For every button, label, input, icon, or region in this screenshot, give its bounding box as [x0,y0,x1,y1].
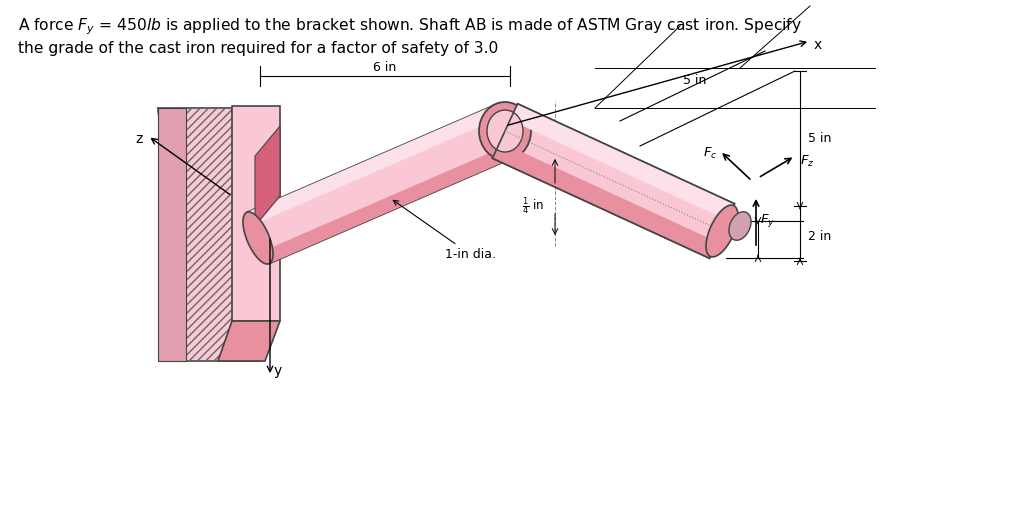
Text: x: x [814,38,822,52]
Text: A force $F_y$ = 450$lb$ is applied to the bracket shown. Shaft AB is made of AST: A force $F_y$ = 450$lb$ is applied to th… [17,16,802,37]
Text: $\frac{1}{4}$ in: $\frac{1}{4}$ in [522,195,544,217]
Text: the grade of the cast iron required for a factor of safety of 3.0: the grade of the cast iron required for … [17,41,498,56]
Text: 1-in dia.: 1-in dia. [393,200,496,261]
Ellipse shape [480,102,531,160]
Text: $F_y$: $F_y$ [760,213,775,230]
Polygon shape [158,108,186,361]
Text: C: C [705,223,714,236]
Polygon shape [158,108,260,361]
Polygon shape [218,321,280,361]
Text: $F_z$: $F_z$ [800,154,815,169]
Text: y: y [274,364,282,378]
Polygon shape [510,104,735,220]
Ellipse shape [243,212,273,264]
Text: 5 in: 5 in [808,132,831,144]
Polygon shape [232,106,280,321]
Polygon shape [493,142,717,258]
Polygon shape [255,126,280,226]
Text: B: B [497,124,506,137]
Polygon shape [493,104,735,258]
Polygon shape [247,105,517,264]
Text: A: A [262,229,271,242]
Text: $1\frac{1}{2}$ in: $1\frac{1}{2}$ in [625,184,654,206]
Text: 5 in: 5 in [683,74,707,88]
Text: 2 in: 2 in [808,230,831,243]
Ellipse shape [487,110,523,152]
Text: z: z [136,132,143,146]
Ellipse shape [706,205,738,257]
Polygon shape [247,105,499,225]
Polygon shape [263,144,517,264]
Ellipse shape [729,212,751,240]
Text: 6 in: 6 in [374,61,396,74]
Text: $F_c$: $F_c$ [704,146,718,161]
